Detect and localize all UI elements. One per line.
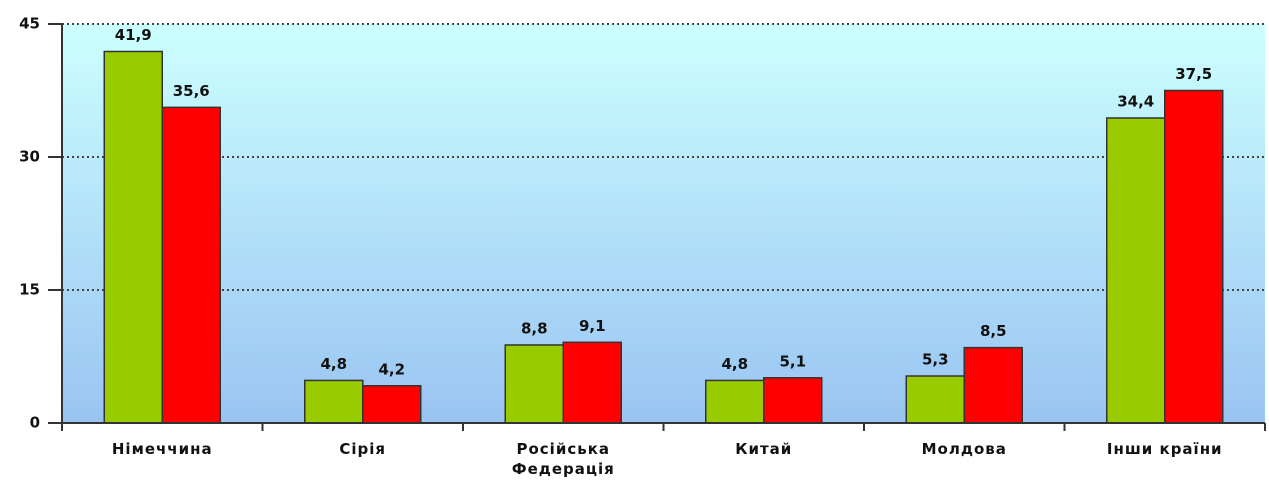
bar (362, 385, 422, 424)
x-tick-label: Сірія (339, 440, 387, 458)
value-label: 37,5 (1175, 65, 1212, 83)
value-label: 5,1 (779, 352, 806, 370)
y-tick-label: 15 (19, 281, 40, 299)
x-tick-label: Молдова (921, 440, 1007, 458)
plot-background (62, 24, 1265, 423)
bar (905, 375, 965, 424)
y-tick-label: 0 (30, 414, 40, 432)
x-tick-label: Німеччина (111, 440, 213, 458)
value-label: 8,8 (521, 319, 548, 337)
value-label: 4,2 (378, 360, 405, 378)
bar (1164, 89, 1224, 424)
bar (103, 50, 163, 424)
value-label: 8,5 (980, 322, 1007, 340)
bar (963, 346, 1023, 424)
y-tick-label: 45 (19, 15, 40, 33)
value-label: 34,4 (1117, 92, 1154, 110)
value-label: 35,6 (173, 82, 210, 100)
value-label: 5,3 (922, 351, 949, 369)
x-tick-label: Китай (735, 440, 793, 458)
value-label: 41,9 (115, 26, 152, 44)
value-label: 4,8 (320, 355, 347, 373)
bar (763, 377, 823, 424)
bar (304, 379, 364, 424)
y-tick-label: 30 (19, 148, 40, 166)
value-label: 9,1 (579, 317, 606, 335)
bar (1106, 117, 1166, 424)
x-tick-label: Інши країни (1106, 440, 1223, 458)
x-tick-label: Російська Федерація (511, 440, 615, 478)
value-label: 4,8 (721, 355, 748, 373)
bar (504, 344, 564, 424)
bar (562, 341, 622, 424)
bar (705, 379, 765, 424)
bar (161, 106, 221, 424)
